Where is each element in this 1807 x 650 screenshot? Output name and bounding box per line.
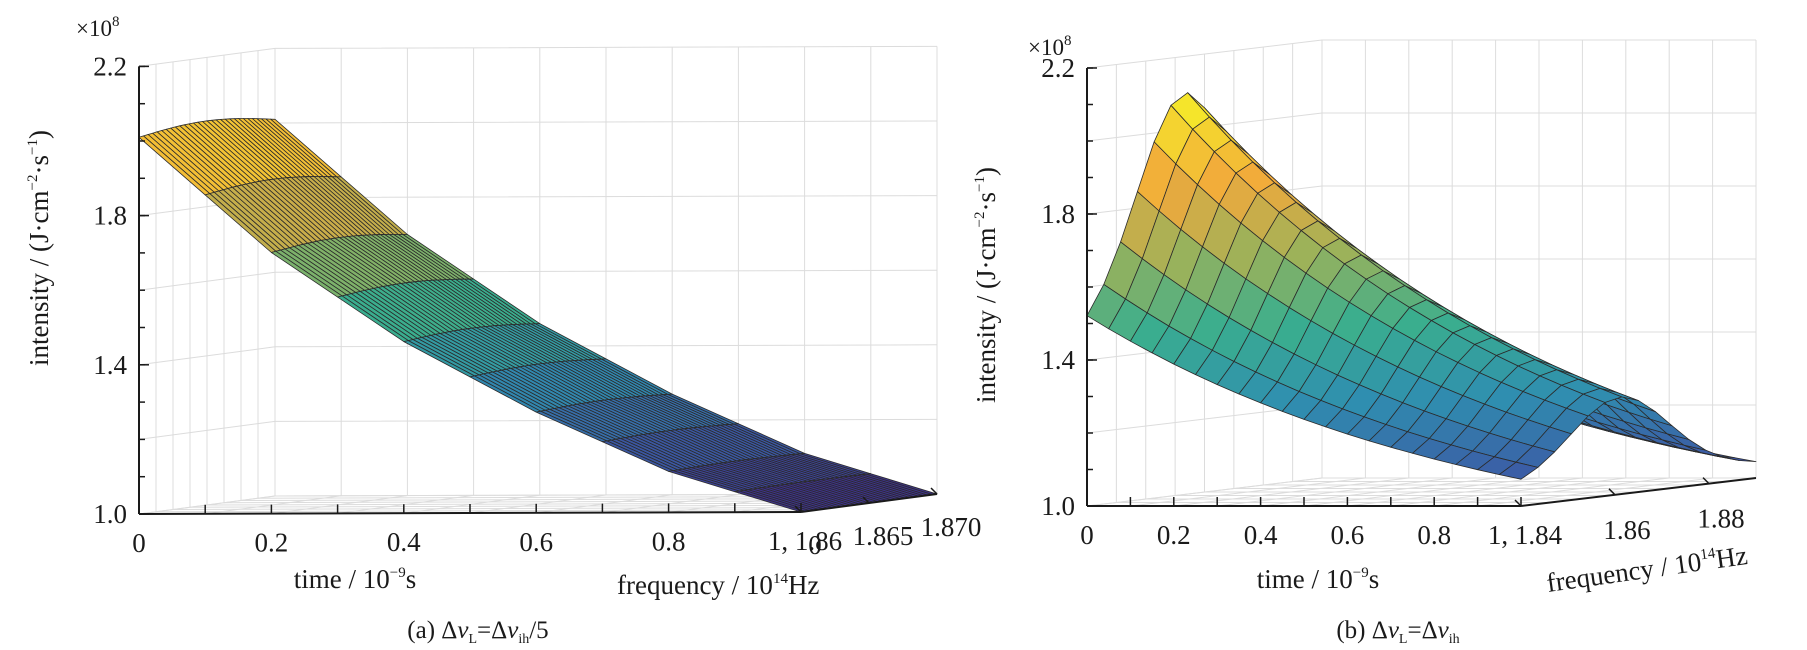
panel-a-y-axis-label: frequency / 1014Hz bbox=[617, 570, 819, 600]
x-tick-label: 0.6 bbox=[519, 527, 553, 557]
x-last-tick-label: 1, 1.86 bbox=[768, 526, 842, 556]
y-tick-label: 1.865 bbox=[853, 521, 914, 551]
panel-b-z-multiplier: ×108 bbox=[1028, 33, 1071, 60]
y-tick bbox=[930, 487, 938, 495]
panel-b-tick-labels: 0 0.2 0.4 0.6 0.8 1, 1.84 1.86 1.88 1.0 1.4 1.8 2.2 bbox=[1041, 53, 1744, 550]
z-tick-label: 1.8 bbox=[1041, 199, 1075, 229]
z-tick-label: 2.2 bbox=[1041, 53, 1075, 83]
grid-line bbox=[1086, 477, 1756, 507]
y-tick bbox=[1608, 488, 1616, 496]
grid-line bbox=[155, 509, 819, 513]
grid-line bbox=[138, 45, 938, 67]
panel-a-surface bbox=[138, 118, 938, 513]
surface-cell bbox=[1498, 461, 1539, 480]
panel-b-surface bbox=[1086, 92, 1757, 480]
grid-line bbox=[189, 504, 853, 508]
y-tick-label: 0 bbox=[808, 530, 822, 560]
panel-a-z-multiplier: ×108 bbox=[76, 14, 119, 41]
z-tick-label: 1.0 bbox=[93, 499, 127, 529]
z-tick-label: 1.8 bbox=[93, 201, 127, 231]
grid-line bbox=[138, 493, 938, 515]
panel-a-caption: (a) ΔνL=Δνih/5 bbox=[407, 617, 548, 647]
panel-b-caption: (b) ΔνL=Δνih bbox=[1336, 617, 1459, 647]
panel-b-z-axis-label: intensity / (J·cm−2·s−1) bbox=[971, 167, 1001, 403]
x-tick-label: 0.6 bbox=[1331, 520, 1365, 550]
panel-a-axes bbox=[138, 65, 938, 515]
y-tick-label: 1.870 bbox=[921, 512, 982, 542]
z-tick-label: 1.4 bbox=[1041, 345, 1075, 375]
y-tick-label: 1.86 bbox=[1603, 515, 1650, 545]
panel-b-x-axis-label: time / 10−9s bbox=[1257, 564, 1379, 594]
grid-line bbox=[1086, 39, 1756, 69]
x-tick-label: 0 bbox=[132, 528, 146, 558]
x-tick-label: 0.2 bbox=[1157, 520, 1191, 550]
panel-b: 0 0.2 0.4 0.6 0.8 1, 1.84 1.86 1.88 1.0 1.4 1.8 2.2… bbox=[971, 33, 1757, 647]
y-tick bbox=[794, 505, 802, 513]
panel-a: 0 0.2 0.4 0.6 0.8 1, 1.860 1.865 1.8701.01.41.8… bbox=[24, 14, 981, 647]
z-tick-label: 1.4 bbox=[93, 350, 127, 380]
panel-a-x-axis-label: time / 10−9s bbox=[294, 564, 416, 594]
grid-line bbox=[138, 344, 938, 366]
grid-line bbox=[206, 502, 870, 506]
panel-a-tick-labels: 0 0.2 0.4 0.6 0.8 1, 1.860 1.865 1.8701.01.41.8… bbox=[93, 51, 981, 560]
x-tick-label: 0.8 bbox=[652, 526, 686, 556]
panel-b-y-axis-label: frequency / 1014Hz bbox=[1545, 540, 1750, 598]
x-tick-label: 0.8 bbox=[1417, 520, 1451, 550]
grid-line bbox=[172, 507, 836, 510]
z-tick-label: 2.2 bbox=[93, 51, 127, 81]
y-tick bbox=[1702, 477, 1710, 485]
grid-line bbox=[138, 269, 938, 291]
y-tick bbox=[1514, 499, 1522, 507]
x-last-tick-label: 1, 1.84 bbox=[1488, 520, 1563, 550]
y-tick-label: 1.88 bbox=[1697, 504, 1744, 534]
y-tick bbox=[862, 496, 870, 504]
x-tick-label: 0.4 bbox=[387, 527, 421, 557]
panel-a-grid bbox=[138, 45, 938, 515]
x-tick-label: 0 bbox=[1080, 520, 1094, 550]
x-tick-label: 0.2 bbox=[255, 528, 289, 558]
grid-line bbox=[138, 418, 938, 440]
surface-cell bbox=[1683, 444, 1723, 458]
x-tick-label: 0.4 bbox=[1244, 520, 1278, 550]
z-tick-label: 1.0 bbox=[1041, 491, 1075, 521]
panel-a-z-axis-label: intensity / (J·cm−2·s−1) bbox=[24, 130, 54, 366]
y-axis bbox=[1520, 477, 1757, 507]
panel-b-axes bbox=[1086, 67, 1757, 507]
